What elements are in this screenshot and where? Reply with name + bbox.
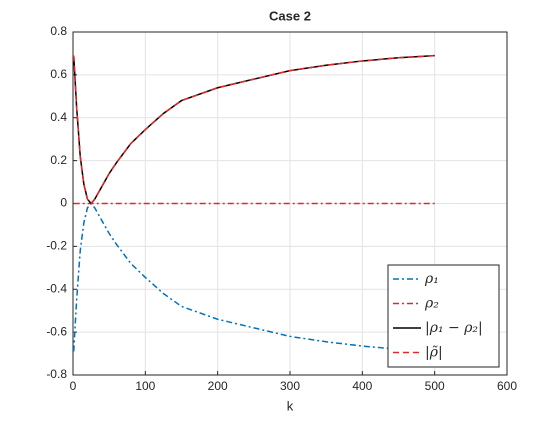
legend-label: ρ₂ [424, 296, 439, 312]
legend-label: |ρ̃| [425, 345, 443, 361]
legend-label: ρ₁ [424, 271, 439, 287]
x-tick-label: 100 [135, 379, 155, 393]
y-tick-label: -0.2 [46, 239, 67, 253]
legend-label: |ρ₁ − ρ₂| [425, 320, 483, 336]
legend-box [387, 264, 500, 368]
y-tick-label: -0.4 [46, 281, 67, 295]
x-tick-label: 600 [497, 379, 517, 393]
chart-title: Case 2 [269, 8, 311, 23]
legend: ρ₁ ρ₂ |ρ₁ − ρ₂| |ρ̃| [387, 264, 500, 368]
x-tick-label: 300 [280, 379, 300, 393]
series-line [72, 54, 435, 205]
y-tick-label: -0.6 [46, 324, 67, 338]
y-tick-label: 0.2 [50, 153, 67, 167]
y-tick-label: 0.6 [50, 67, 67, 81]
series-line [72, 202, 435, 353]
x-tick-label: 200 [208, 379, 228, 393]
x-tick-label: 0 [70, 379, 77, 393]
x-axis-label: k [287, 398, 294, 413]
y-tick-label: 0.4 [50, 110, 67, 124]
y-tick-label: -0.8 [46, 367, 67, 381]
x-tick-label: 400 [352, 379, 372, 393]
y-tick-label: 0.8 [50, 24, 67, 38]
y-tick-label: 0 [60, 196, 67, 210]
axes-box [72, 31, 508, 376]
x-tick-label: 500 [425, 379, 445, 393]
